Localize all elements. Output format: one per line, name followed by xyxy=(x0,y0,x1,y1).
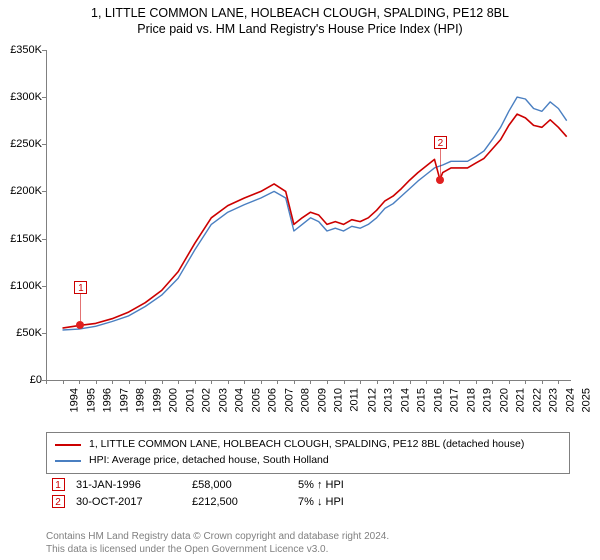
title-line-1: 1, LITTLE COMMON LANE, HOLBEACH CLOUGH, … xyxy=(0,6,600,22)
x-tick-label: 1998 xyxy=(135,388,147,412)
x-tick-label: 1995 xyxy=(85,388,97,412)
x-tick-label: 2008 xyxy=(300,388,312,412)
legend-swatch xyxy=(55,444,81,446)
marker-connector xyxy=(80,294,81,321)
title-block: 1, LITTLE COMMON LANE, HOLBEACH CLOUGH, … xyxy=(0,0,600,37)
x-tick-label: 2016 xyxy=(432,388,444,412)
legend-label: HPI: Average price, detached house, Sout… xyxy=(89,453,329,469)
x-tick-label: 2011 xyxy=(349,388,361,412)
marker-box-icon: 1 xyxy=(74,281,87,294)
legend-row: 1, LITTLE COMMON LANE, HOLBEACH CLOUGH, … xyxy=(55,437,561,453)
x-tick-label: 2009 xyxy=(316,388,328,412)
marker-box-icon: 1 xyxy=(52,478,65,491)
chart-container: 1, LITTLE COMMON LANE, HOLBEACH CLOUGH, … xyxy=(0,0,600,560)
x-tick-label: 2024 xyxy=(564,388,576,412)
footer-line-2: This data is licensed under the Open Gov… xyxy=(46,544,389,557)
x-tick-label: 2002 xyxy=(201,388,213,412)
row-marker: 1 xyxy=(46,478,70,491)
x-tick-label: 1999 xyxy=(151,388,163,412)
legend-row: HPI: Average price, detached house, Sout… xyxy=(55,453,561,469)
x-tick-label: 2020 xyxy=(498,388,510,412)
x-tick-label: 2015 xyxy=(416,388,428,412)
table-row: 1 31-JAN-1996 £58,000 5% ↑ HPI xyxy=(46,476,570,493)
row-pct: 5% ↑ HPI xyxy=(298,479,418,491)
marker-box-icon: 2 xyxy=(52,495,65,508)
x-tick-label: 1997 xyxy=(118,388,130,412)
x-tick-label: 2003 xyxy=(217,388,229,412)
chart-area: £0£50K£100K£150K£200K£250K£300K£350K1994… xyxy=(0,42,600,422)
x-tick-label: 2022 xyxy=(531,388,543,412)
row-date: 30-OCT-2017 xyxy=(76,496,186,508)
marker-dot-icon xyxy=(436,176,444,184)
footer-line-1: Contains HM Land Registry data © Crown c… xyxy=(46,531,389,544)
legend-swatch xyxy=(55,460,81,462)
row-marker: 2 xyxy=(46,495,70,508)
row-price: £212,500 xyxy=(192,496,292,508)
x-tick-label: 2018 xyxy=(465,388,477,412)
marker-box-icon: 2 xyxy=(434,136,447,149)
line-series-svg xyxy=(0,42,572,382)
series-price_paid xyxy=(63,114,567,328)
row-price: £58,000 xyxy=(192,479,292,491)
x-tick-label: 2023 xyxy=(548,388,560,412)
x-tick-label: 1996 xyxy=(102,388,114,412)
x-tick-label: 2025 xyxy=(581,388,593,412)
x-tick-label: 2012 xyxy=(366,388,378,412)
x-tick-label: 2004 xyxy=(234,388,246,412)
x-tick-label: 2001 xyxy=(184,388,196,412)
x-tick-label: 1994 xyxy=(68,388,80,412)
x-tick-label: 2005 xyxy=(250,388,262,412)
footer: Contains HM Land Registry data © Crown c… xyxy=(46,531,389,556)
x-tick-label: 2017 xyxy=(449,388,461,412)
x-tick-label: 2019 xyxy=(482,388,494,412)
table-row: 2 30-OCT-2017 £212,500 7% ↓ HPI xyxy=(46,493,570,510)
row-pct: 7% ↓ HPI xyxy=(298,496,418,508)
x-tick-label: 2014 xyxy=(399,388,411,412)
marker-dot-icon xyxy=(76,321,84,329)
title-line-2: Price paid vs. HM Land Registry's House … xyxy=(0,22,600,38)
x-tick-label: 2013 xyxy=(383,388,395,412)
x-tick-label: 2000 xyxy=(168,388,180,412)
transaction-table: 1 31-JAN-1996 £58,000 5% ↑ HPI 2 30-OCT-… xyxy=(46,476,570,510)
legend-label: 1, LITTLE COMMON LANE, HOLBEACH CLOUGH, … xyxy=(89,437,524,453)
x-tick-label: 2006 xyxy=(267,388,279,412)
x-tick-label: 2007 xyxy=(283,388,295,412)
row-date: 31-JAN-1996 xyxy=(76,479,186,491)
marker-connector xyxy=(440,149,441,176)
x-tick-label: 2021 xyxy=(515,388,527,412)
x-tick-label: 2010 xyxy=(333,388,345,412)
legend: 1, LITTLE COMMON LANE, HOLBEACH CLOUGH, … xyxy=(46,432,570,474)
